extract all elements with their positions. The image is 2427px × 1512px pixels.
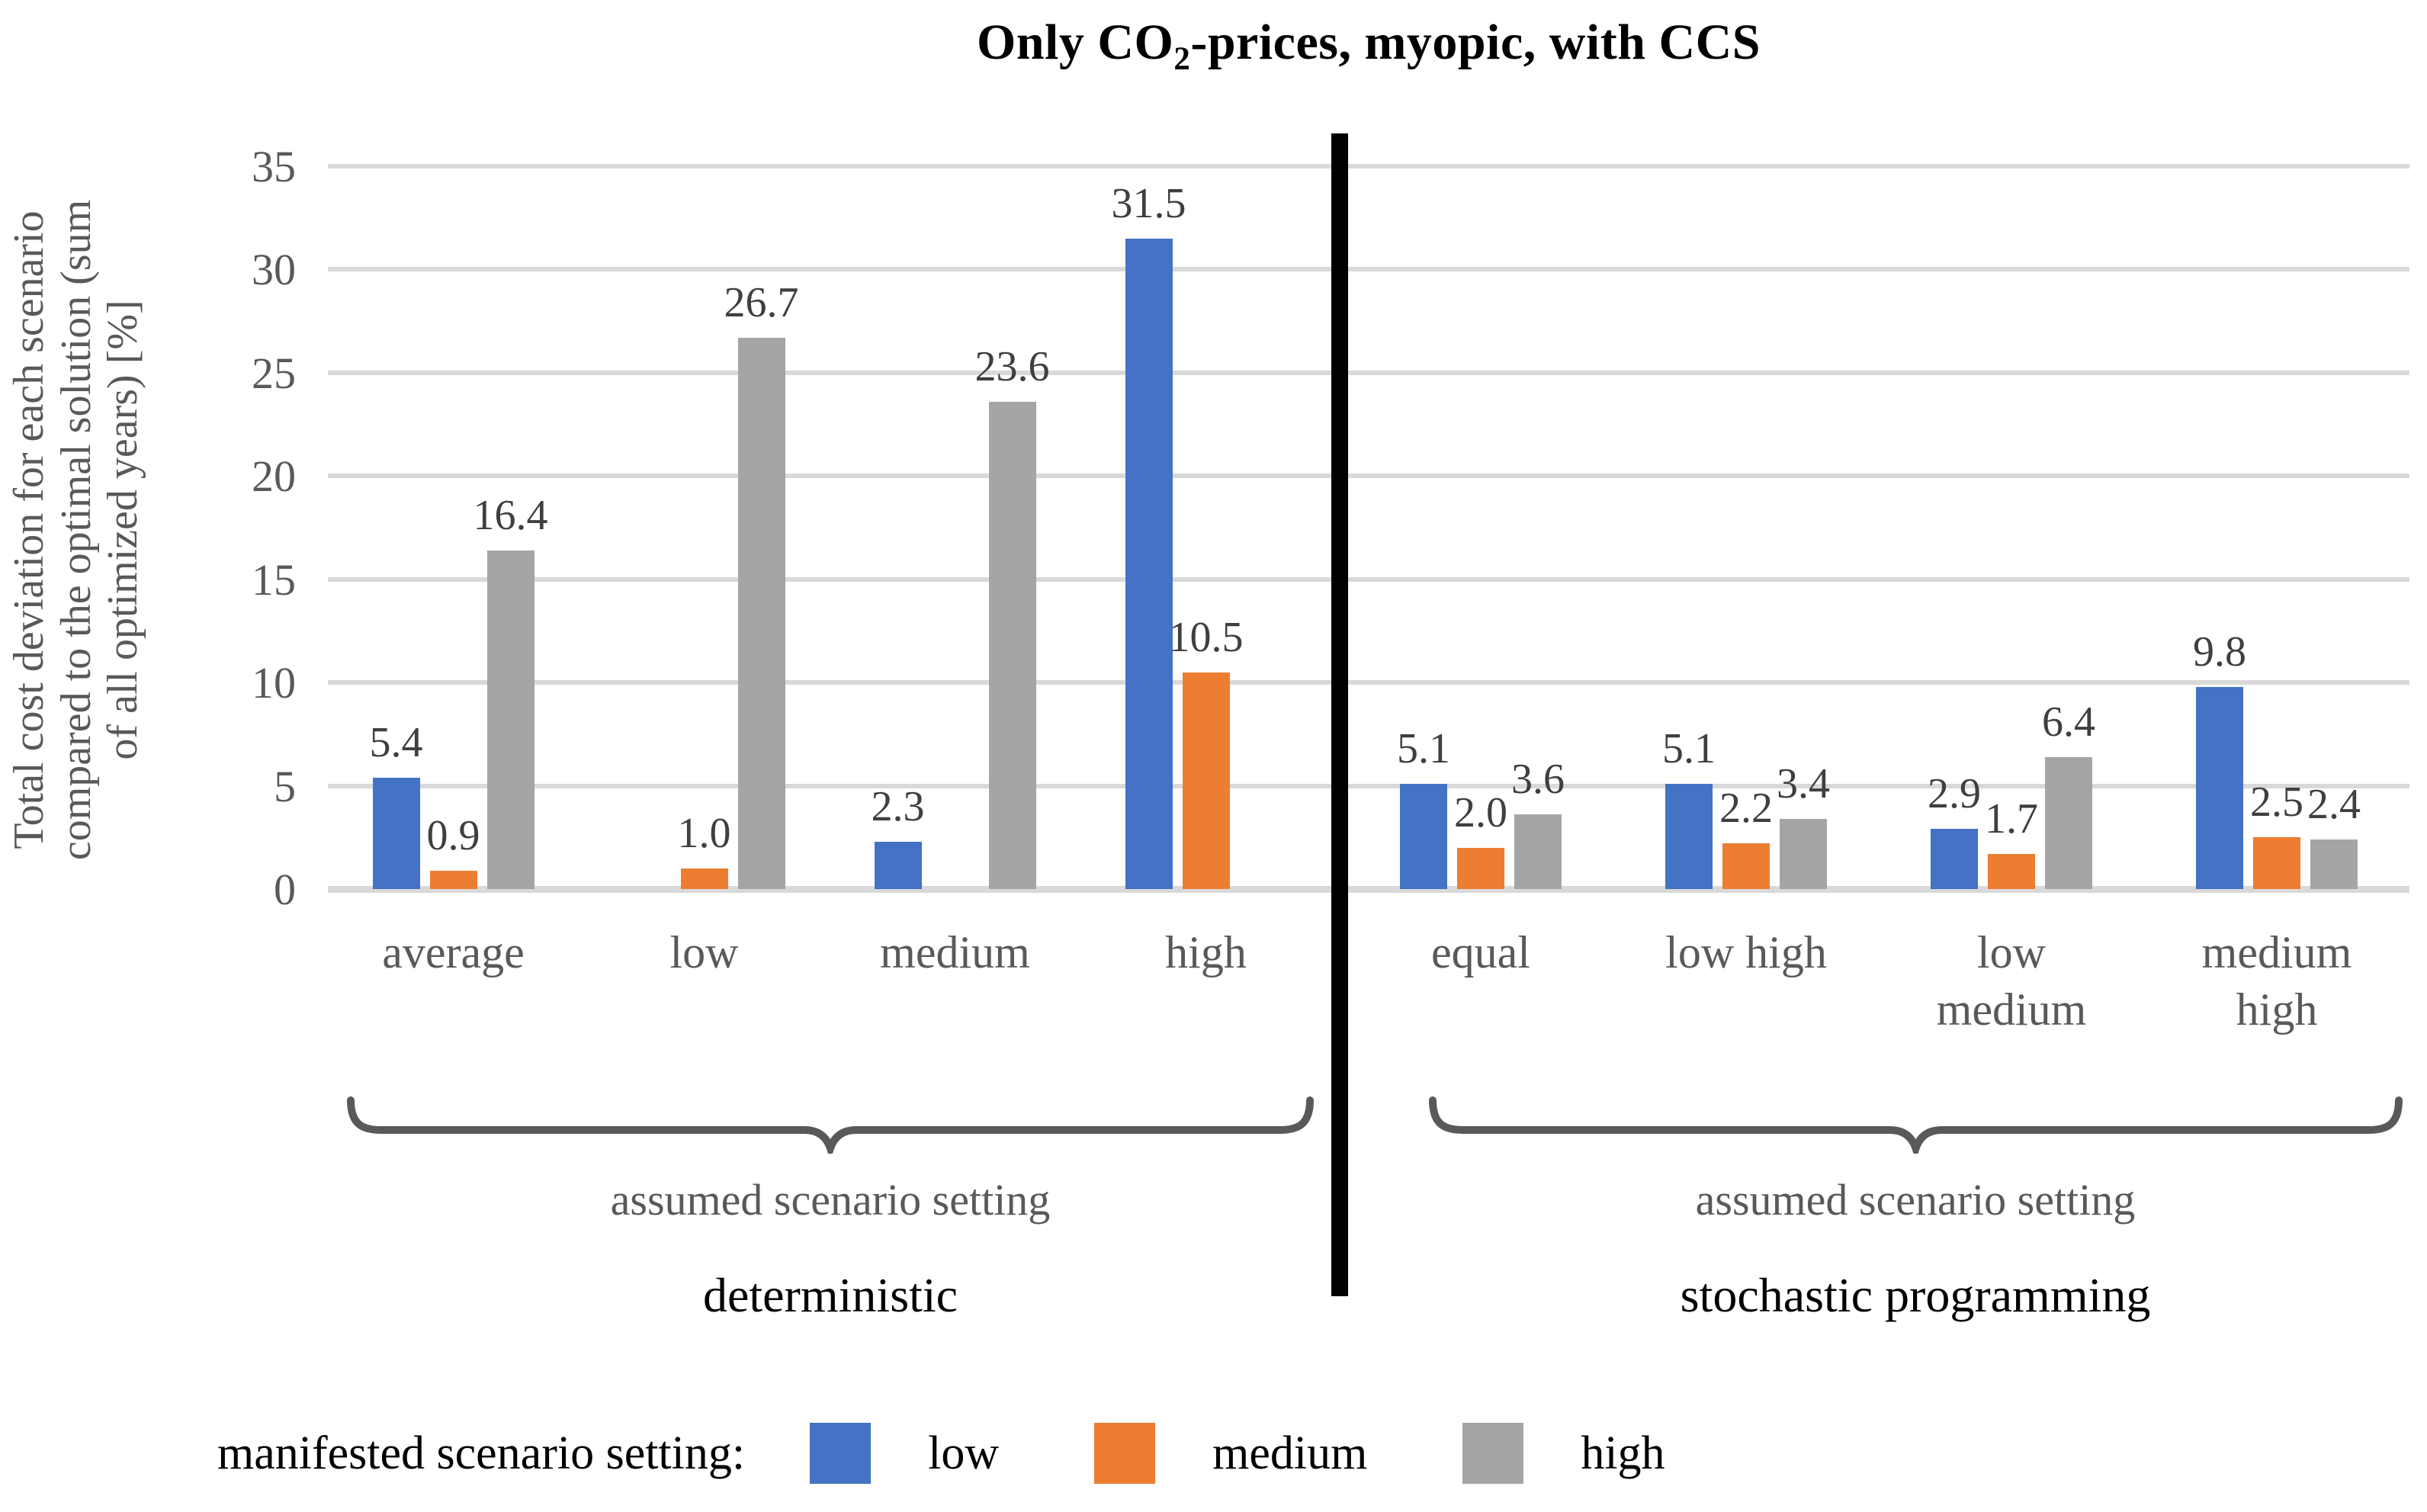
bar-value-label: 1.7 (1985, 795, 2038, 843)
bar-value-label: 2.4 (2307, 781, 2361, 828)
bar-value-label: 9.8 (2193, 628, 2246, 676)
bar-value-label: 31.5 (1111, 180, 1186, 227)
bar-value-label: 2.0 (1454, 789, 1507, 836)
y-tick-label: 35 (252, 142, 296, 191)
legend-swatch-medium (1094, 1423, 1156, 1484)
category-label: medium (880, 927, 1030, 978)
chart-title: Only CO2-prices, myopic, with CCS (328, 14, 2409, 78)
category-label: equal (1431, 927, 1530, 978)
bar-value-label: 0.9 (426, 812, 480, 859)
gridline (328, 576, 2409, 582)
y-axis-title: Total cost deviation for each scenario c… (5, 199, 147, 861)
bar-value-label: 3.4 (1777, 760, 1830, 807)
gridline (328, 267, 2409, 272)
category-label: low (669, 927, 739, 978)
category-label: medium high (2201, 927, 2352, 1035)
chart-title-subscript: 2 (1173, 41, 1191, 78)
category-label: low high (1665, 927, 1827, 978)
assumed-scenario-label-stochastic: assumed scenario setting (1695, 1175, 2136, 1225)
category-label: low medium (1936, 927, 2087, 1035)
gridline (328, 164, 2409, 169)
gridline (328, 783, 2409, 788)
bar-value-label: 16.4 (473, 492, 548, 539)
bar-value-label: 23.6 (974, 343, 1050, 390)
bar-value-label: 5.4 (369, 719, 423, 766)
legend-label-low: low (928, 1427, 1000, 1479)
bar-medium (680, 868, 728, 889)
stochastic-bracket (1429, 1096, 2403, 1154)
bar-low (1931, 829, 1978, 889)
section-divider-line (1331, 133, 1348, 1296)
y-tick-label: 10 (252, 658, 296, 708)
chart-title-pre: Only CO (977, 14, 1174, 70)
bar-low (2196, 687, 2243, 889)
legend-items: low medium high (810, 1423, 1760, 1484)
bar-low (1400, 784, 1447, 889)
gridline (328, 680, 2409, 685)
bar-low (1665, 784, 1713, 889)
bar-high (988, 402, 1036, 889)
gridline (328, 370, 2409, 375)
bar-medium (1722, 843, 1770, 889)
category-label: high (1165, 927, 1247, 978)
bar-value-label: 2.9 (1928, 770, 1981, 817)
y-tick-label: 0 (274, 865, 296, 914)
legend-title: manifested scenario setting: (217, 1427, 746, 1479)
bar-value-label: 2.5 (2250, 778, 2303, 826)
y-tick-label: 20 (252, 451, 296, 502)
bar-low (372, 778, 420, 889)
legend-label-high: high (1581, 1427, 1665, 1479)
bar-high (2045, 757, 2092, 889)
bar-value-label: 5.1 (1397, 725, 1450, 772)
bar-low (874, 842, 922, 889)
bar-value-label: 2.3 (871, 783, 925, 830)
bar-value-label: 10.5 (1168, 614, 1244, 661)
chart-title-post: -prices, myopic, with CCS (1190, 14, 1761, 70)
deterministic-bracket (347, 1096, 1314, 1154)
bar-high (2310, 839, 2358, 889)
bar-medium (1182, 673, 1230, 889)
legend-swatch-low (810, 1423, 872, 1484)
y-tick-label: 30 (252, 245, 296, 295)
bar-low (1125, 239, 1173, 889)
section-label-deterministic: deterministic (702, 1268, 958, 1322)
bar-medium (2253, 837, 2300, 889)
legend: manifested scenario setting: low medium hi… (217, 1411, 1761, 1496)
section-label-stochastic: stochastic programming (1680, 1268, 2151, 1322)
bar-high (737, 338, 785, 889)
y-tick-label: 15 (252, 554, 296, 605)
y-tick-label: 25 (252, 348, 296, 398)
bar-medium (1988, 854, 2035, 889)
bar-value-label: 1.0 (677, 810, 731, 857)
gridline (328, 474, 2409, 479)
bar-high (486, 551, 535, 889)
bar-value-label: 5.1 (1662, 725, 1716, 772)
bar-value-label: 6.4 (2042, 698, 2095, 746)
bar-medium (1457, 848, 1504, 889)
category-label: average (382, 927, 525, 978)
bar-high (1514, 814, 1562, 889)
bar-value-label: 2.2 (1719, 785, 1773, 832)
bar-medium (429, 871, 477, 889)
legend-swatch-high (1462, 1423, 1524, 1484)
assumed-scenario-label-deterministic: assumed scenario setting (610, 1175, 1051, 1225)
legend-label-medium: medium (1212, 1427, 1368, 1479)
bar-high (1780, 819, 1827, 889)
x-axis-line (328, 886, 2409, 893)
bar-value-label: 26.7 (724, 279, 799, 326)
bar-value-label: 3.6 (1511, 756, 1565, 803)
y-tick-label: 5 (274, 761, 296, 811)
